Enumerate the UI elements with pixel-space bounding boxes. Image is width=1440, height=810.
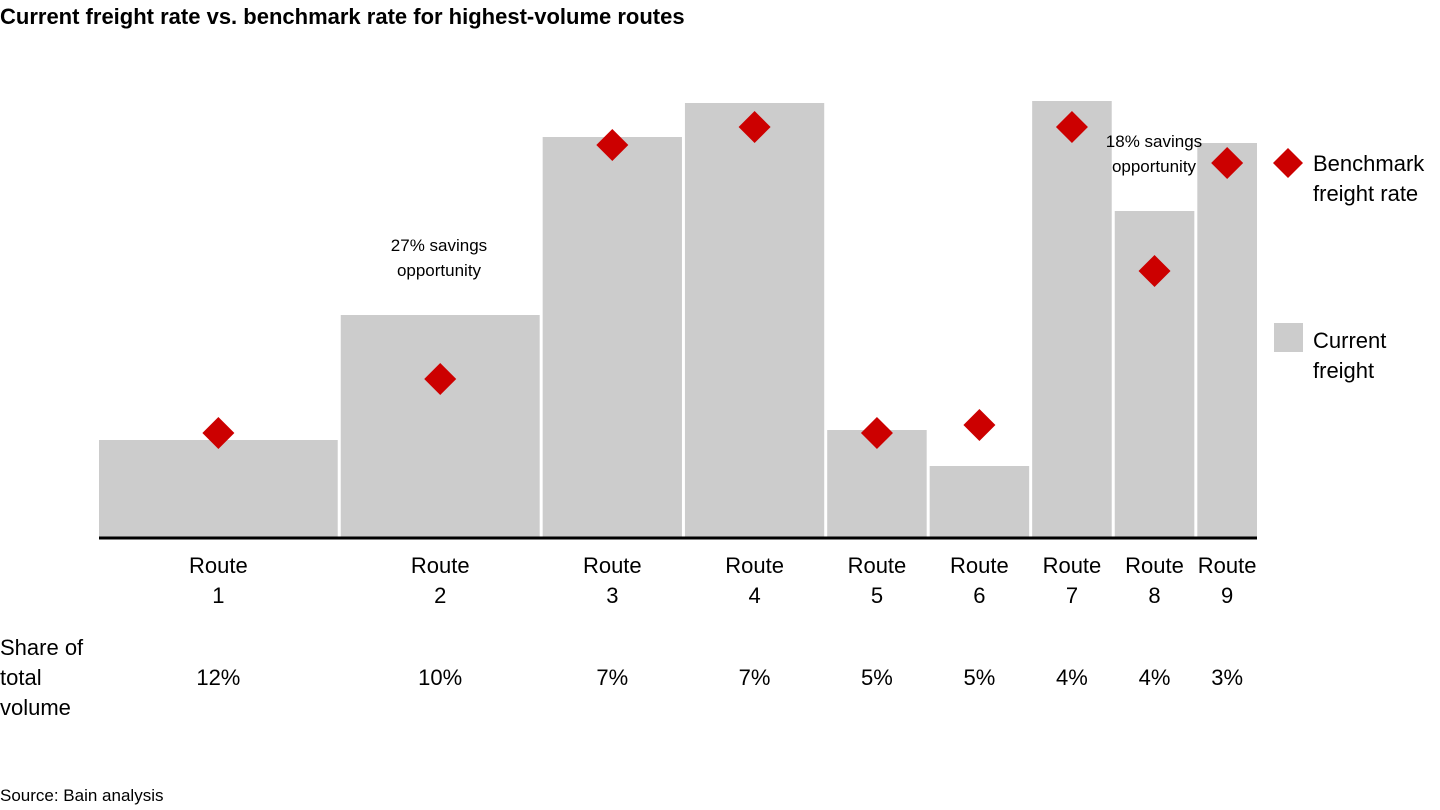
x-tick-label: Route 8 bbox=[1125, 553, 1184, 608]
share-label: 4% bbox=[1138, 665, 1171, 690]
bar bbox=[340, 315, 540, 538]
share-label: 7% bbox=[738, 665, 771, 690]
share-label: 5% bbox=[861, 665, 893, 690]
share-label: 4% bbox=[1056, 665, 1088, 690]
source: Source: Bain analysis bbox=[0, 786, 164, 805]
legend-marker bbox=[1274, 323, 1303, 352]
share-label: 12% bbox=[196, 665, 241, 690]
share-title: Share of total volume bbox=[0, 635, 84, 720]
benchmark-marker bbox=[963, 409, 996, 441]
x-tick-label: Route 7 bbox=[1042, 553, 1102, 608]
benchmark-marker bbox=[738, 111, 771, 143]
bar bbox=[542, 137, 682, 538]
share-label: 7% bbox=[596, 665, 629, 690]
benchmark-marker bbox=[1211, 147, 1244, 179]
bar bbox=[99, 440, 338, 538]
x-tick-label: Route 9 bbox=[1197, 553, 1257, 608]
share-label: 10% bbox=[418, 665, 463, 690]
benchmark-marker bbox=[1138, 255, 1171, 287]
chart-title: Current freight rate vs. benchmark rate … bbox=[0, 4, 685, 29]
benchmark-marker bbox=[202, 417, 235, 449]
legend-label: Current freight bbox=[1313, 328, 1387, 383]
annotation: 18% savings opportunity bbox=[1105, 132, 1203, 176]
share-label: 5% bbox=[963, 665, 996, 690]
bar bbox=[929, 466, 1030, 538]
benchmark-marker bbox=[596, 129, 629, 161]
x-tick-label: Route 2 bbox=[410, 553, 470, 608]
legend-marker bbox=[1273, 148, 1303, 178]
x-tick-label: Route 3 bbox=[582, 553, 642, 608]
x-tick-label: Route 6 bbox=[950, 553, 1009, 608]
bar bbox=[1197, 143, 1257, 538]
benchmark-marker bbox=[424, 363, 457, 395]
x-tick-label: Route 5 bbox=[847, 553, 907, 608]
x-tick-label: Route 4 bbox=[725, 553, 784, 608]
x-tick-label: Route 1 bbox=[189, 553, 248, 608]
benchmark-marker bbox=[860, 417, 893, 449]
bar bbox=[684, 103, 825, 538]
benchmark-marker bbox=[1055, 111, 1088, 143]
bar bbox=[1032, 101, 1112, 538]
share-label: 3% bbox=[1211, 665, 1244, 690]
annotation: 27% savings opportunity bbox=[390, 236, 488, 280]
legend-label: Benchmark freight rate bbox=[1313, 151, 1425, 206]
